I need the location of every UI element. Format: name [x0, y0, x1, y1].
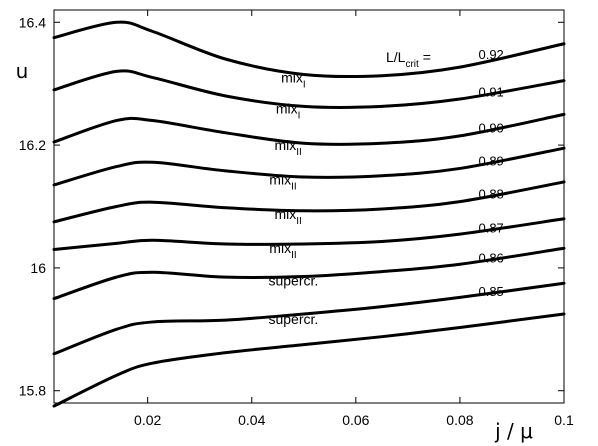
- curve-label-subscript: II: [296, 216, 302, 227]
- curve-line-6: [52, 217, 566, 251]
- legend-title-main: L/L: [386, 49, 406, 65]
- value-label: 0.89: [478, 153, 503, 168]
- value-label: 0.86: [478, 250, 503, 265]
- curve-line-9: [52, 312, 566, 408]
- curve-label-main: mix: [275, 137, 297, 153]
- curve-line-3: [52, 112, 566, 146]
- curve-label-subscript: II: [296, 147, 302, 158]
- y-tick-label: 16.4: [19, 14, 46, 30]
- value-label: 0.92: [478, 47, 503, 62]
- plot-frame: [53, 9, 565, 404]
- legend-title-subscript: crit: [405, 59, 419, 70]
- plot-border: [53, 9, 565, 404]
- curve-label-subscript: I: [303, 79, 306, 90]
- curve-label: mixI: [281, 69, 306, 90]
- y-tick-label: 16: [30, 260, 46, 276]
- curve-label-main: mix: [269, 240, 291, 256]
- curves: [52, 20, 566, 408]
- curve-label-main: supercr.: [268, 311, 318, 327]
- curve-label-subscript: II: [291, 181, 297, 192]
- curve-label-main: supercr.: [268, 273, 318, 289]
- curve-line-7: [52, 246, 566, 301]
- curve-label: mixII: [269, 240, 296, 261]
- legend-title-tail: =: [419, 49, 431, 65]
- value-label: 0.87: [478, 221, 503, 236]
- value-label: 0.91: [478, 85, 503, 100]
- y-tick-label: 16.2: [19, 137, 46, 153]
- curve-line-1: [52, 20, 566, 79]
- curve-label: mixII: [275, 137, 302, 158]
- curve-label-main: mix: [275, 206, 297, 222]
- value-labels: 0.92 0.91 0.90 0.89 0.88 0.87 0.86 0.85: [478, 47, 503, 299]
- tick-labels: 0.02 0.04 0.06 0.08 0.1 15.8 16 16.2 16.4: [19, 14, 574, 428]
- curve-label: mixII: [275, 206, 302, 227]
- curve-label-subscript: II: [291, 250, 297, 261]
- curve-label: supercr.: [268, 273, 318, 289]
- curve-label-main: mix: [269, 171, 291, 187]
- value-label: 0.88: [478, 187, 503, 202]
- x-tick-label: 0.02: [134, 412, 161, 428]
- curve-label: mixI: [276, 100, 301, 121]
- curve-labels: mixImixImixIImixIImixIImixIIsupercr.supe…: [268, 69, 318, 326]
- x-tick-label: 0.1: [554, 412, 574, 428]
- y-axis-label: u: [16, 59, 29, 83]
- curve-line-8: [52, 281, 566, 356]
- curve-line-5: [52, 180, 566, 224]
- legend-title: L/Lcrit =: [386, 49, 431, 70]
- curve-label-main: mix: [276, 100, 298, 116]
- value-label: 0.90: [478, 120, 503, 135]
- value-label: 0.85: [478, 284, 503, 299]
- curve-label: mixII: [269, 171, 296, 192]
- curve-label-main: mix: [281, 69, 303, 85]
- curve-label: supercr.: [268, 311, 318, 327]
- curve-line-2: [52, 69, 566, 110]
- y-tick-label: 15.8: [19, 383, 46, 399]
- curve-line-4: [52, 146, 566, 187]
- x-tick-label: 0.04: [238, 412, 265, 428]
- ticks: [54, 10, 565, 403]
- x-axis-label: j / μ: [494, 419, 533, 443]
- x-tick-label: 0.08: [446, 412, 473, 428]
- x-tick-label: 0.06: [342, 412, 369, 428]
- curve-label-subscript: I: [298, 110, 301, 121]
